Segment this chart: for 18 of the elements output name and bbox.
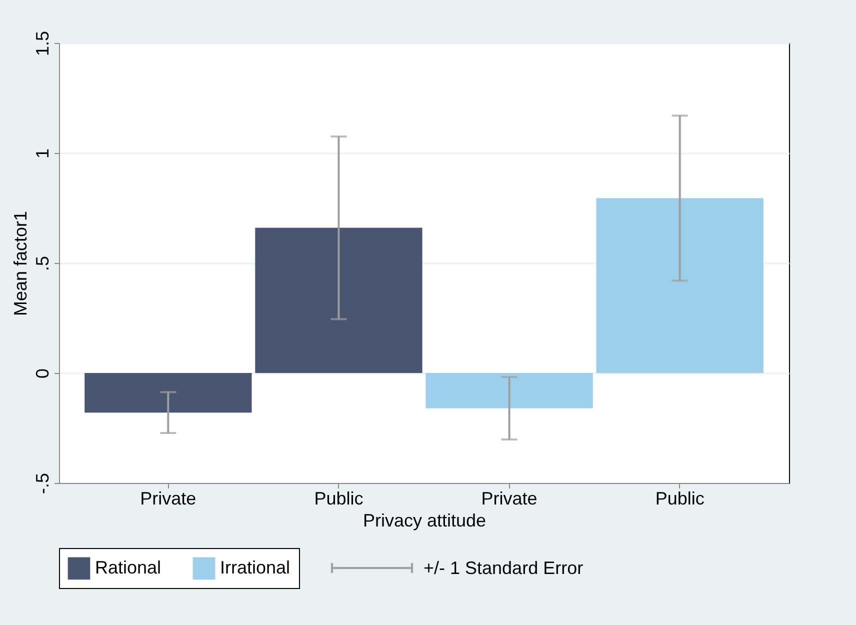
x-tick-label: Public — [655, 488, 704, 508]
x-tick-label: Private — [140, 488, 196, 508]
legend-label: Rational — [95, 557, 162, 578]
y-tick-label: 1.5 — [32, 30, 52, 56]
x-tick-label: Public — [314, 488, 364, 508]
text: +/- 1 Standard Error — [424, 558, 584, 578]
bar — [255, 228, 422, 373]
bar — [84, 373, 252, 413]
bar — [426, 373, 593, 408]
y-tick-label: 1 — [32, 148, 52, 159]
legend-label: Irrational — [220, 557, 290, 578]
y-tick-label: 0 — [32, 368, 52, 379]
y-tick-label: -.5 — [32, 472, 52, 494]
x-axis-title: Privacy attitude — [362, 510, 486, 530]
x-tick-label: Private — [481, 488, 538, 508]
y-axis-title: Mean factor1 — [10, 210, 30, 316]
y-tick-label: .5 — [32, 256, 52, 272]
bar — [596, 198, 764, 373]
